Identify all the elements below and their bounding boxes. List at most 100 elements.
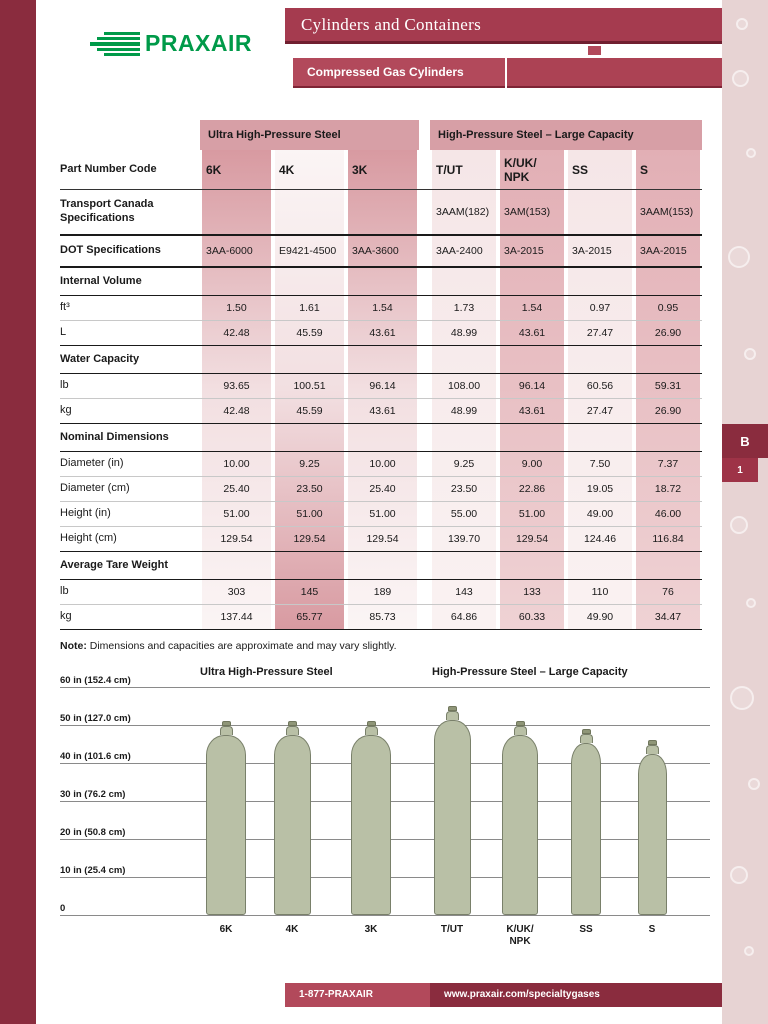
bubble-decoration <box>744 348 756 360</box>
table-cell: E9421-4500 <box>273 236 346 268</box>
y-tick-label: 0 <box>60 903 66 914</box>
section-title: Water Capacity <box>60 346 200 374</box>
table-cell: 49.00 <box>566 502 634 527</box>
column-header: SS <box>566 150 634 190</box>
table-cell: 45.59 <box>273 399 346 424</box>
spec-table-grid: Ultra High-Pressure Steel High-Pressure S… <box>60 120 702 630</box>
table-cell: 1.73 <box>430 296 498 321</box>
table-cell <box>430 346 498 374</box>
table-cell: 18.72 <box>634 477 702 502</box>
cylinder-body <box>637 754 667 915</box>
right-decor-strip <box>722 0 768 1024</box>
footer-phone-bar: 1-877-PRAXAIR <box>285 983 430 1007</box>
row-label: L <box>60 321 200 346</box>
table-group-header: High-Pressure Steel – Large Capacity <box>430 120 702 150</box>
row-label: Transport Canada Specifications <box>60 190 200 236</box>
cylinder-cap <box>285 726 299 735</box>
y-tick-label: 10 in (25.4 cm) <box>60 865 126 876</box>
table-corner-blank <box>60 120 200 150</box>
group-gap <box>419 527 430 552</box>
table-cell: 133 <box>498 580 566 605</box>
column-stripe <box>202 150 271 630</box>
table-cell <box>200 424 273 452</box>
gridline <box>60 687 710 688</box>
table-cell: 42.48 <box>200 321 273 346</box>
table-cell: 60.56 <box>566 374 634 399</box>
table-cell <box>200 190 273 236</box>
table-cell: 51.00 <box>346 502 419 527</box>
table-cell: 7.37 <box>634 452 702 477</box>
group-gap <box>419 502 430 527</box>
section-title: Nominal Dimensions <box>60 424 200 452</box>
table-cell: 3AAM(153) <box>634 190 702 236</box>
table-cell: 26.90 <box>634 399 702 424</box>
cylinder-cap <box>219 726 233 735</box>
table-cell: 9.25 <box>430 452 498 477</box>
table-cell: 3A-2015 <box>566 236 634 268</box>
cylinder-valve-icon <box>221 721 231 726</box>
table-cell: 108.00 <box>430 374 498 399</box>
table-cell <box>498 552 566 580</box>
table-cell <box>200 346 273 374</box>
table-cell: 93.65 <box>200 374 273 399</box>
section-tab-number: 1 <box>722 458 758 482</box>
table-cell <box>566 268 634 296</box>
table-cell: 23.50 <box>273 477 346 502</box>
table-cell: 59.31 <box>634 374 702 399</box>
column-stripe <box>348 150 417 630</box>
left-margin-bar <box>0 0 36 1024</box>
table-cell: 3AA-6000 <box>200 236 273 268</box>
cylinder-cap <box>579 734 593 743</box>
table-cell <box>634 346 702 374</box>
table-cell <box>498 424 566 452</box>
category-label: 6K <box>219 924 233 935</box>
group-gap <box>419 346 430 374</box>
table-cell <box>566 346 634 374</box>
cylinder-body <box>273 735 311 915</box>
table-cell <box>430 268 498 296</box>
spec-table: Ultra High-Pressure Steel High-Pressure S… <box>60 120 702 630</box>
table-cell: 116.84 <box>634 527 702 552</box>
column-stripe <box>432 150 496 630</box>
row-label: Height (cm) <box>60 527 200 552</box>
table-cell: 0.97 <box>566 296 634 321</box>
y-tick-label: 40 in (101.6 cm) <box>60 751 131 762</box>
cylinder <box>433 706 471 915</box>
table-cell <box>346 268 419 296</box>
table-cell: 124.46 <box>566 527 634 552</box>
table-cell: 0.95 <box>634 296 702 321</box>
table-cell: 96.14 <box>498 374 566 399</box>
chart-group-title-left: Ultra High-Pressure Steel <box>200 666 333 678</box>
cylinder <box>571 729 601 915</box>
table-cell: 1.61 <box>273 296 346 321</box>
table-cell: 43.61 <box>498 321 566 346</box>
note-prefix: Note: <box>60 640 87 652</box>
table-cell <box>273 346 346 374</box>
column-stripe <box>275 150 344 630</box>
table-cell <box>346 552 419 580</box>
table-cell: 26.90 <box>634 321 702 346</box>
group-gap <box>419 150 430 190</box>
row-label: Diameter (cm) <box>60 477 200 502</box>
column-header: T/UT <box>430 150 498 190</box>
column-stripe <box>636 150 700 630</box>
subtitle-banner-spacer <box>507 58 722 88</box>
table-cell: 60.33 <box>498 605 566 630</box>
cylinder-valve-icon <box>581 729 591 734</box>
page-subtitle: Compressed Gas Cylinders <box>307 65 464 79</box>
table-cell <box>346 346 419 374</box>
column-stripe <box>500 150 564 630</box>
category-label: T/UT <box>440 924 464 935</box>
bubble-decoration <box>746 148 756 158</box>
table-cell: 48.99 <box>430 399 498 424</box>
group-gap <box>419 296 430 321</box>
cylinder <box>273 721 311 915</box>
table-cell: 27.47 <box>566 399 634 424</box>
bubble-decoration <box>744 946 754 956</box>
column-header: 6K <box>200 150 273 190</box>
row-label: Height (in) <box>60 502 200 527</box>
page-subtitle-banner: Compressed Gas Cylinders <box>293 58 505 88</box>
cylinder <box>206 721 246 915</box>
page-title: Cylinders and Containers <box>301 15 482 34</box>
column-header: S <box>634 150 702 190</box>
